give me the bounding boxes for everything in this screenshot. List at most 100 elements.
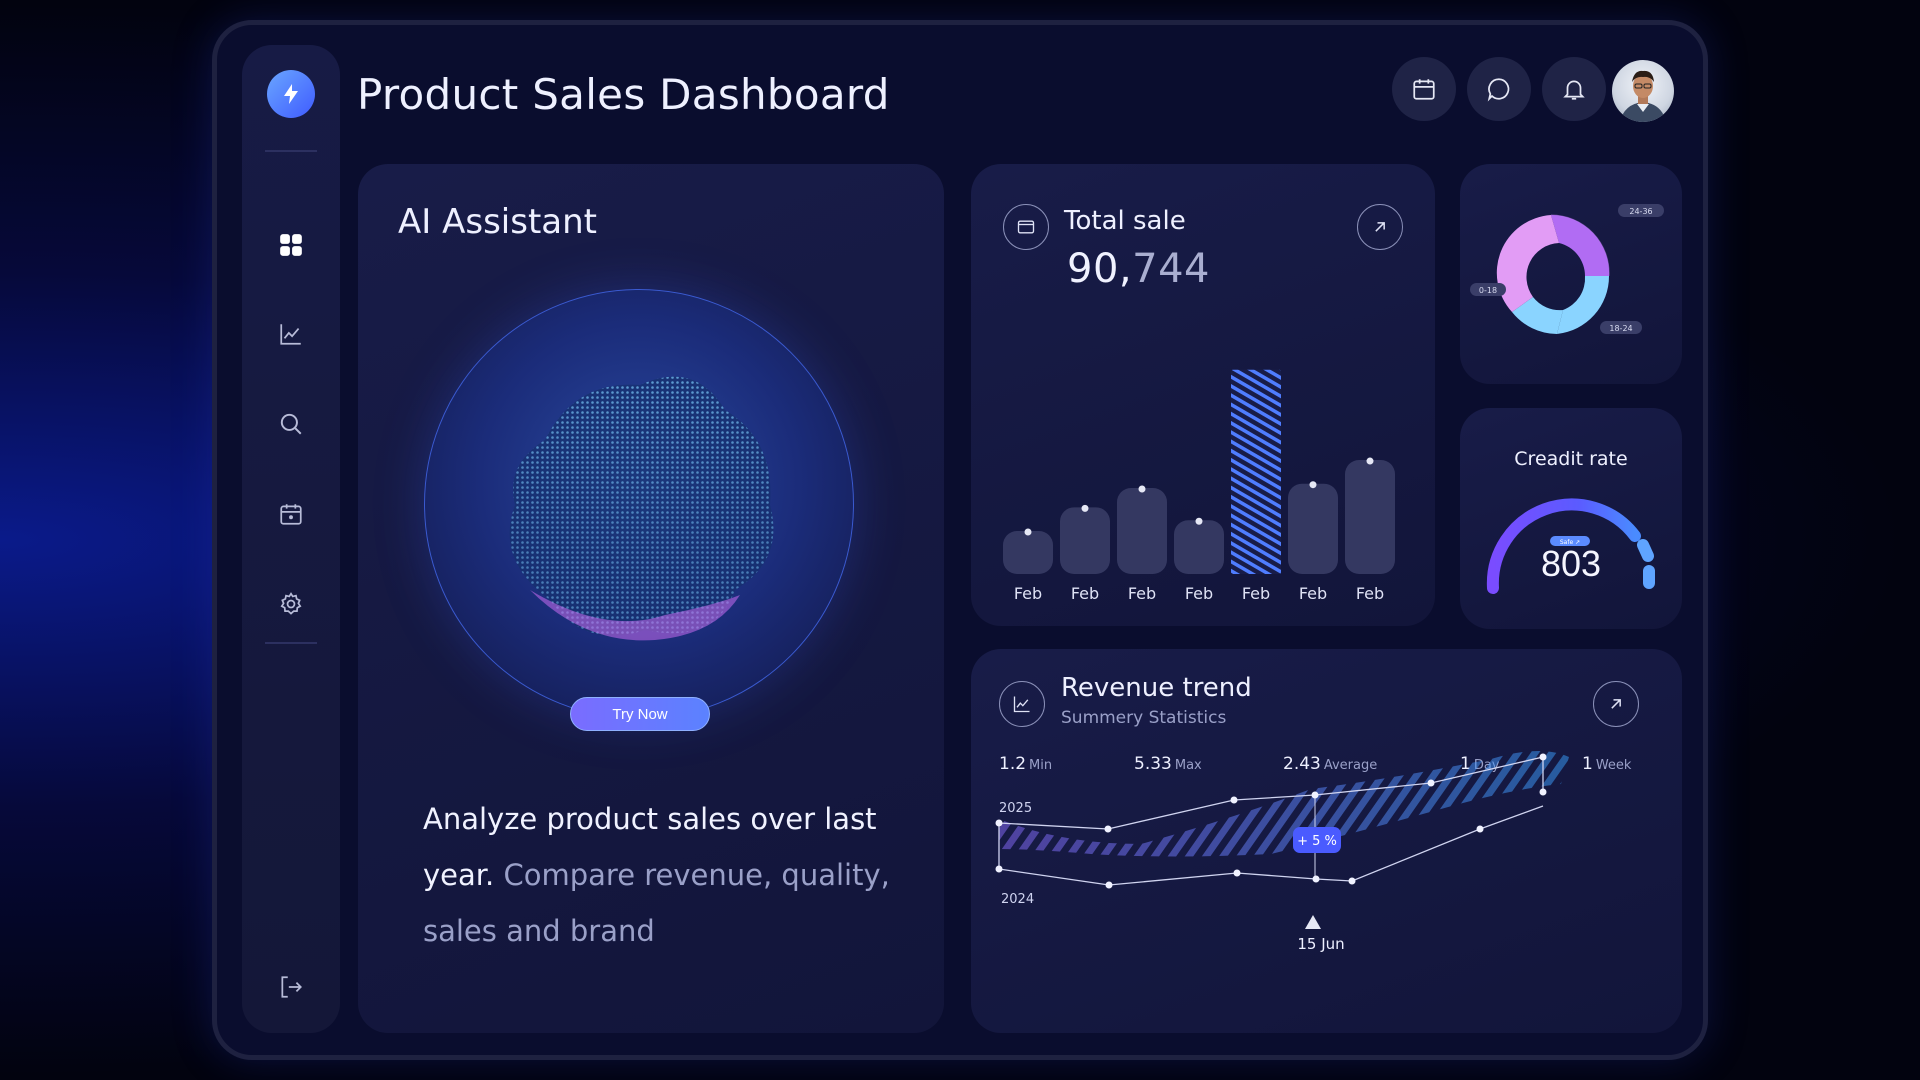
sale-value-main: 90, <box>1067 246 1133 292</box>
sidebar-divider <box>265 642 317 644</box>
calendar-icon <box>1413 79 1435 100</box>
stat-max-label: Max <box>1174 758 1202 773</box>
avatar[interactable] <box>1612 60 1674 122</box>
ai-orb-illustration <box>424 289 854 719</box>
bar-category-label: Feb <box>1356 584 1384 603</box>
bar-point <box>1081 504 1089 512</box>
bar-point <box>1138 485 1146 493</box>
bar[interactable] <box>1117 488 1167 574</box>
label-pill <box>1470 283 1506 296</box>
year-2025-label: 2025 <box>999 801 1032 816</box>
bar-category-label: Feb <box>1185 584 1213 603</box>
revenue-trend-chart: + 5 % 2025 2024 15 Jun <box>995 750 1653 953</box>
calendar-icon[interactable] <box>277 500 305 528</box>
bar[interactable] <box>1345 460 1395 574</box>
expand-sale-button[interactable] <box>1357 204 1403 250</box>
revenue-trend-subtitle: Summery Statistics <box>1061 708 1227 728</box>
stat-min-label: Min <box>1029 758 1053 773</box>
stat-week-value: 1 <box>1582 754 1593 774</box>
sidebar <box>242 45 340 1033</box>
donut-label-18-24: 18-24 <box>1609 324 1632 333</box>
donut-label-24-36: 24-36 <box>1629 207 1652 216</box>
bar[interactable] <box>1288 483 1338 574</box>
year-2024-label: 2024 <box>1001 892 1034 907</box>
gear-icon[interactable] <box>277 590 305 618</box>
bar[interactable] <box>1060 507 1110 574</box>
bar-point <box>1309 481 1317 489</box>
description-dim: Compare revenue, quality, sales and bran… <box>423 858 890 948</box>
ai-assistant-card: AI Assistant <box>358 164 944 1033</box>
logout-icon[interactable] <box>277 973 305 1001</box>
bar[interactable] <box>1174 520 1224 574</box>
expand-revenue-button[interactable] <box>1593 681 1639 727</box>
gauge-arc <box>1486 498 1641 594</box>
bar[interactable] <box>1003 531 1053 574</box>
sidebar-divider <box>265 150 317 152</box>
sales-bar-chart: Feb Feb Feb Feb Feb Feb Feb <box>1003 369 1395 603</box>
gauge-tick <box>1637 539 1654 562</box>
grid-icon[interactable] <box>277 231 305 259</box>
percent-badge-text: + 5 % <box>1297 834 1337 849</box>
safe-badge <box>1550 536 1590 546</box>
donut-slice-18-24-a <box>1557 276 1610 334</box>
bar[interactable] <box>1231 369 1281 574</box>
stat-min: 1.2 Min <box>999 754 1052 774</box>
total-sale-title: Total sale <box>1064 206 1186 236</box>
revenue-trend-title: Revenue trend <box>1061 673 1252 703</box>
lightning-logo-icon[interactable] <box>267 70 315 118</box>
calendar-button[interactable] <box>1392 57 1456 121</box>
percent-badge <box>1293 827 1341 853</box>
total-sale-card: Total sale 90,744 Feb Feb Feb Feb Feb Feb Feb <box>971 164 1435 626</box>
chart-icon <box>999 681 1045 727</box>
age-donut-card: 24-36 0-18 18-24 <box>1460 164 1682 384</box>
dashboard-frame: Product Sales Dashboard AI Assistant <box>212 20 1708 1060</box>
bar-category-label: Feb <box>1128 584 1156 603</box>
stat-day-value: 1 <box>1460 754 1471 774</box>
chat-icon <box>1487 78 1510 102</box>
slider-date-label: 15 Jun <box>1297 935 1344 953</box>
credit-rate-value: 803 <box>1540 543 1602 584</box>
revenue-trend-card: Revenue trend Summery Statistics 1.2 Min … <box>971 649 1682 1033</box>
bar-category-label: Feb <box>1299 584 1327 603</box>
bar-point <box>1024 528 1032 536</box>
stat-average: 2.43 Average <box>1283 754 1377 774</box>
label-pill <box>1600 321 1642 334</box>
line-chart-icon[interactable] <box>277 320 305 348</box>
donut-slice-18-24-b <box>1512 297 1563 334</box>
stat-min-value: 1.2 <box>999 754 1027 774</box>
bar-point <box>1366 457 1374 465</box>
notifications-button[interactable] <box>1542 57 1606 121</box>
bell-icon <box>1563 80 1585 100</box>
age-donut-chart: 24-36 0-18 18-24 <box>1470 204 1664 334</box>
stat-average-value: 2.43 <box>1283 754 1321 774</box>
timeline-slider-handle[interactable] <box>1305 915 1321 929</box>
wallet-icon <box>1003 204 1049 250</box>
label-pill <box>1618 204 1664 217</box>
ai-assistant-title: AI Assistant <box>398 202 597 242</box>
user-photo <box>1620 70 1666 122</box>
arrow-up-right-icon <box>1611 699 1621 709</box>
donut-slice-24-36 <box>1551 214 1610 276</box>
description-main: Analyze product sales over last year. <box>423 802 877 892</box>
credit-rate-title: Creadit rate <box>1514 448 1628 470</box>
total-sale-value: 90,744 <box>1067 246 1210 292</box>
stat-week: 1 Week <box>1582 754 1631 774</box>
chat-button[interactable] <box>1467 57 1531 121</box>
trend-line-2024 <box>998 805 1544 886</box>
search-icon[interactable] <box>277 410 305 438</box>
stat-max-value: 5.33 <box>1134 754 1172 774</box>
arrow-up-right-icon <box>1375 222 1385 232</box>
revenue-band <box>999 750 1569 857</box>
bar-category-label: Feb <box>1071 584 1099 603</box>
donut-label-0-18: 0-18 <box>1479 286 1497 295</box>
bar-category-label: Feb <box>1242 584 1270 603</box>
ai-assistant-description: Analyze product sales over last year. Co… <box>423 791 893 959</box>
stat-max: 5.33 Max <box>1134 754 1202 774</box>
credit-gauge: Safe ↗ <box>1486 498 1655 594</box>
bar-category-label: Feb <box>1014 584 1042 603</box>
try-now-button[interactable]: Try Now <box>570 697 710 731</box>
credit-rate-card: Creadit rate Safe ↗ 803 <box>1460 408 1682 629</box>
stat-week-label: Week <box>1595 758 1632 773</box>
bar-point <box>1195 517 1203 525</box>
stat-average-label: Average <box>1323 758 1378 773</box>
